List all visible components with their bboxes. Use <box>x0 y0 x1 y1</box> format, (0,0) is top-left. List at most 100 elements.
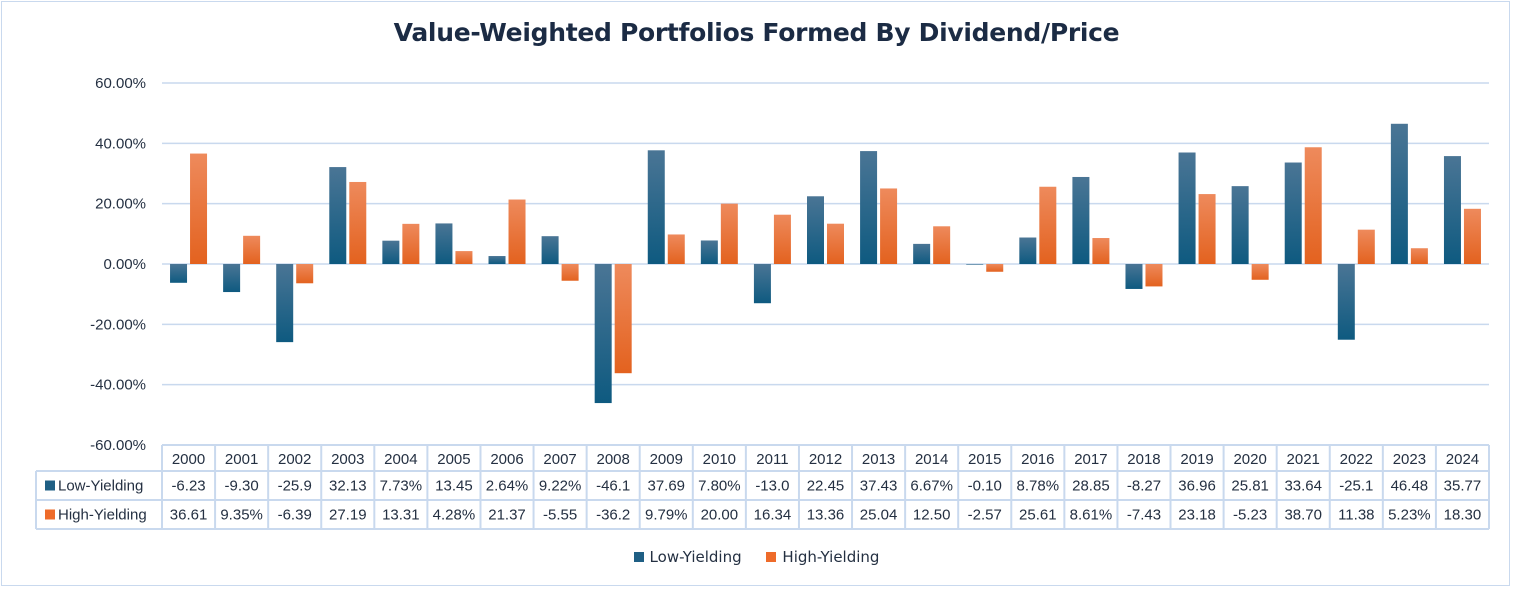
bar-low-yielding-2013[interactable] <box>860 151 878 264</box>
bar-high-yielding-2005[interactable] <box>455 251 473 264</box>
bar-high-yielding-2012[interactable] <box>827 223 844 264</box>
legend-item-low-yielding[interactable]: Low-Yielding <box>633 548 742 566</box>
legend: Low-Yielding High-Yielding <box>0 548 1513 566</box>
table-cell: 28.85 <box>1072 478 1110 495</box>
table-cell: -6.39 <box>278 507 312 524</box>
table-cell: 22.45 <box>807 478 845 495</box>
legend-item-high-yielding[interactable]: High-Yielding <box>766 548 879 566</box>
table-cell: 36.96 <box>1178 478 1216 495</box>
x-tick-label: 2017 <box>1074 451 1107 468</box>
table-cell: 9.35% <box>220 507 263 524</box>
bar-low-yielding-2021[interactable] <box>1284 162 1302 264</box>
bar-high-yielding-2020[interactable] <box>1251 264 1269 280</box>
table-cell: 5.23% <box>1388 507 1431 524</box>
y-tick-label: 0.00% <box>103 256 146 273</box>
bar-low-yielding-2016[interactable] <box>1019 237 1037 264</box>
table-cell: -5.23 <box>1233 507 1267 524</box>
bar-low-yielding-2022[interactable] <box>1337 264 1355 340</box>
x-tick-label: 2014 <box>915 451 948 468</box>
bar-high-yielding-2014[interactable] <box>933 226 951 264</box>
x-tick-label: 2020 <box>1233 451 1266 468</box>
table-cell: -13.0 <box>755 478 789 495</box>
bar-low-yielding-2007[interactable] <box>541 236 559 264</box>
bar-low-yielding-2008[interactable] <box>594 264 612 404</box>
bar-low-yielding-2020[interactable] <box>1231 186 1249 264</box>
x-tick-label: 2005 <box>437 451 470 468</box>
chart-title: Value-Weighted Portfolios Formed By Divi… <box>393 18 1120 47</box>
bar-high-yielding-2024[interactable] <box>1463 208 1481 264</box>
table-cell: 37.69 <box>647 478 685 495</box>
gridlines <box>162 82 1489 386</box>
bar-low-yielding-2004[interactable] <box>382 240 400 264</box>
bar-low-yielding-2018[interactable] <box>1125 264 1143 289</box>
legend-label: Low-Yielding <box>649 548 742 566</box>
bar-high-yielding-2001[interactable] <box>243 235 261 264</box>
bar-low-yielding-2003[interactable] <box>329 167 347 264</box>
bar-high-yielding-2018[interactable] <box>1145 264 1163 287</box>
bar-low-yielding-2023[interactable] <box>1390 123 1408 264</box>
x-tick-label: 2001 <box>225 451 258 468</box>
bar-high-yielding-2006[interactable] <box>508 199 526 264</box>
table-cell: -25.1 <box>1339 478 1373 495</box>
table-cell: 13.31 <box>382 507 420 524</box>
table-cell: 25.04 <box>860 507 898 524</box>
table-cell: 21.37 <box>488 507 526 524</box>
table-cell: 11.38 <box>1338 507 1374 524</box>
y-axis-ticks: 60.00% 40.00% 20.00% 0.00% -20.00% -40.00% -60… <box>90 75 146 454</box>
bar-high-yielding-2007[interactable] <box>561 264 579 281</box>
bar-high-yielding-2010[interactable] <box>720 203 738 264</box>
bar-high-yielding-2011[interactable] <box>773 214 791 264</box>
bar-low-yielding-2001[interactable] <box>223 264 241 293</box>
bar-low-yielding-2006[interactable] <box>488 256 506 264</box>
x-tick-label: 2010 <box>703 451 736 468</box>
bar-high-yielding-2019[interactable] <box>1198 194 1216 264</box>
bar-high-yielding-2002[interactable] <box>296 264 314 284</box>
table-cell: -7.43 <box>1127 507 1161 524</box>
bar-high-yielding-2015[interactable] <box>986 264 1004 272</box>
bar-low-yielding-2009[interactable] <box>647 150 665 264</box>
legend-swatch-low-yielding <box>633 552 644 562</box>
table-cell: 9.79% <box>645 507 688 524</box>
bar-high-yielding-2004[interactable] <box>402 223 420 264</box>
bar-high-yielding-2000[interactable] <box>190 153 208 264</box>
bar-high-yielding-2021[interactable] <box>1304 147 1322 264</box>
bar-high-yielding-2017[interactable] <box>1092 238 1110 264</box>
x-tick-label: 2018 <box>1127 451 1160 468</box>
x-tick-label: 2009 <box>650 451 683 468</box>
bar-high-yielding-2009[interactable] <box>667 234 685 264</box>
bar-low-yielding-2012[interactable] <box>807 196 824 264</box>
bar-low-yielding-2015[interactable] <box>966 264 984 265</box>
bar-low-yielding-2024[interactable] <box>1443 156 1461 264</box>
bar-high-yielding-2022[interactable] <box>1357 229 1375 264</box>
table-legend-swatch <box>45 480 55 491</box>
bar-high-yielding-2023[interactable] <box>1410 248 1428 264</box>
table-cell: 2.64% <box>486 478 529 495</box>
table-cell: 36.61 <box>170 507 208 524</box>
bar-low-yielding-2005[interactable] <box>435 223 453 264</box>
bar-low-yielding-2019[interactable] <box>1178 152 1196 264</box>
x-tick-label: 2015 <box>968 451 1001 468</box>
bar-high-yielding-2013[interactable] <box>880 188 898 264</box>
bar-high-yielding-2008[interactable] <box>614 264 632 374</box>
bar-low-yielding-2002[interactable] <box>276 264 294 343</box>
bar-low-yielding-2014[interactable] <box>913 243 931 264</box>
table-row-label: High-Yielding <box>58 507 147 524</box>
table-cell: 13.36 <box>807 507 845 524</box>
table-cell: -0.10 <box>968 478 1002 495</box>
bar-high-yielding-2003[interactable] <box>349 181 367 264</box>
bar-low-yielding-2010[interactable] <box>700 240 718 264</box>
x-tick-label: 2011 <box>756 451 788 468</box>
bar-low-yielding-2011[interactable] <box>753 264 771 304</box>
y-tick-label: 40.00% <box>95 135 146 152</box>
bar-low-yielding-2017[interactable] <box>1072 176 1090 264</box>
bar-high-yielding-2016[interactable] <box>1039 186 1057 264</box>
x-tick-label: 2008 <box>596 451 629 468</box>
table-cell: 13.45 <box>435 478 473 495</box>
bar-low-yielding-2000[interactable] <box>170 264 188 283</box>
table-cell: 9.22% <box>539 478 582 495</box>
table-cell: -2.57 <box>968 507 1002 524</box>
x-tick-label: 2006 <box>490 451 523 468</box>
x-tick-label: 2022 <box>1340 451 1373 468</box>
